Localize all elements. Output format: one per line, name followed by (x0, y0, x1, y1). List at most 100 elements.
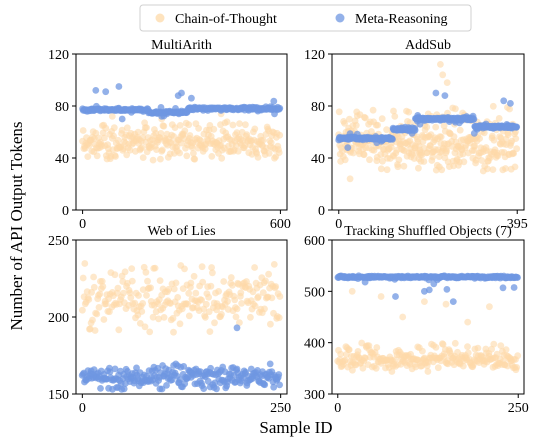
global-xlabel: Sample ID (259, 418, 332, 437)
data-point (372, 364, 380, 372)
data-point (432, 344, 440, 351)
data-point (236, 120, 243, 127)
data-point (160, 122, 168, 130)
data-point (341, 156, 349, 164)
legend: Chain-of-Thought Meta-Reasoning (139, 4, 472, 32)
data-point (170, 328, 177, 336)
data-point (270, 261, 278, 268)
y-tick-label: 80 (55, 100, 69, 115)
data-point (135, 292, 142, 299)
data-point (265, 270, 272, 278)
y-tick-label: 150 (48, 388, 69, 403)
data-point (157, 130, 165, 137)
data-point (181, 265, 188, 273)
data-point-outlier (102, 88, 110, 96)
data-point (88, 288, 95, 296)
data-point (192, 289, 200, 297)
data-point-outlier (439, 71, 447, 79)
data-point (389, 136, 396, 143)
data-point (474, 344, 482, 352)
data-point-outlier (399, 313, 407, 321)
data-point (209, 269, 216, 277)
data-point (231, 296, 239, 304)
data-point (143, 124, 150, 131)
series-meta-reasoning (79, 83, 284, 123)
panels: MultiArith 0 40 80 120 0 600 AddSub 0 40 80 120 0 395… (48, 38, 529, 416)
data-point (118, 126, 126, 134)
data-point (163, 382, 170, 389)
data-point (79, 306, 86, 314)
data-point (362, 114, 369, 122)
legend-box (139, 4, 472, 32)
data-point (502, 165, 509, 172)
data-point (504, 131, 512, 139)
data-point (511, 163, 519, 171)
data-point (229, 282, 236, 289)
data-point (206, 328, 214, 335)
data-point (276, 131, 284, 139)
legend-label-meta-reasoning: Meta-Reasoning (355, 12, 448, 27)
data-point (352, 121, 360, 129)
data-point-outlier (158, 113, 166, 120)
data-point (218, 154, 226, 162)
data-point (405, 108, 413, 116)
y-tick-label: 300 (304, 388, 325, 403)
series-chain-of-thought (79, 260, 284, 336)
data-point (183, 152, 191, 160)
data-point (208, 153, 216, 160)
data-point (185, 289, 193, 297)
y-tick-label: 120 (304, 48, 325, 63)
data-point (91, 327, 99, 334)
data-point (476, 135, 483, 142)
data-point (89, 316, 96, 324)
series-chain-of-thought (334, 287, 522, 375)
data-point (452, 105, 459, 113)
points (334, 272, 522, 375)
data-point (493, 350, 501, 358)
x-tick-label: 600 (270, 217, 291, 232)
data-point (199, 278, 207, 286)
data-point (215, 288, 223, 295)
data-point (374, 121, 381, 129)
data-point (95, 304, 103, 311)
data-point (207, 282, 215, 290)
data-point (170, 285, 178, 293)
data-point (155, 315, 163, 323)
data-point (157, 155, 164, 163)
data-point (142, 268, 150, 276)
data-point-outlier (500, 97, 508, 105)
panel-3: Tracking Shuffled Objects (7) 300 400 500 60… (304, 224, 529, 416)
data-point (456, 126, 464, 134)
data-point (514, 274, 521, 281)
data-point (81, 260, 89, 267)
data-point (443, 147, 450, 155)
data-point (176, 376, 184, 383)
axes-frame (331, 239, 525, 395)
data-point (99, 283, 107, 290)
panel-title: AddSub (405, 38, 451, 53)
data-point (373, 344, 381, 351)
data-point (513, 364, 521, 371)
data-point (275, 371, 283, 378)
data-point (114, 136, 122, 144)
data-point (200, 385, 208, 392)
data-point-outlier (115, 83, 123, 90)
data-point (202, 313, 209, 321)
data-point (275, 314, 283, 322)
x-tick-label: 0 (79, 217, 86, 232)
data-point (112, 153, 119, 160)
data-point (490, 340, 498, 348)
data-point (174, 294, 182, 301)
data-point (111, 271, 119, 279)
data-point (341, 356, 349, 364)
data-point (432, 123, 440, 131)
data-point (114, 284, 122, 292)
data-point (207, 364, 215, 372)
panel-title: Web of Lies (147, 224, 215, 239)
data-point (346, 115, 353, 123)
data-point (237, 289, 245, 297)
data-point (97, 385, 104, 392)
data-point (191, 155, 199, 163)
data-point-outlier (392, 293, 399, 300)
